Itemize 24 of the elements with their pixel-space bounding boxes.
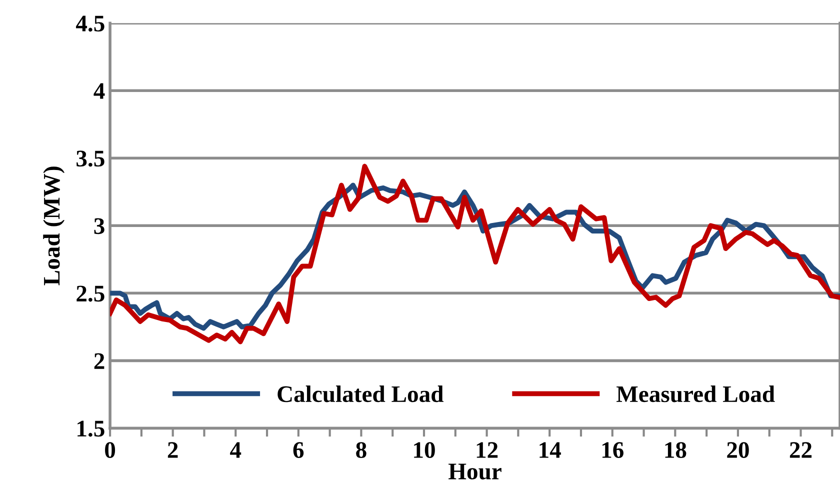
line-series [110, 164, 840, 344]
x-tick-label: 6 [293, 442, 304, 458]
legend-label: Calculated Load [278, 386, 444, 402]
y-tick-label: 1.5 [78, 420, 104, 437]
y-tick-label: 4.5 [76, 16, 104, 32]
x-tick-label: 10 [414, 442, 435, 458]
x-tick-label: 20 [727, 442, 749, 458]
y-tick-label: 3 [94, 218, 104, 234]
y-tick-label: 4 [94, 83, 105, 99]
x-tick-label: 2 [168, 442, 178, 458]
x-tick-label: 18 [665, 442, 686, 458]
legend-label: Measured Load [616, 386, 775, 402]
x-tick-label: 16 [602, 442, 624, 458]
y-tick-label: 2.5 [76, 286, 104, 302]
x-tick-label: 14 [540, 442, 561, 458]
y-tick-label: 3.5 [76, 150, 104, 167]
y-axis-title: Load (MW) [43, 166, 65, 286]
y-tick-label: 2 [94, 353, 104, 369]
x-axis-title: Hour [448, 464, 502, 480]
x-tick-label: 8 [356, 442, 366, 458]
x-tick-label: 12 [476, 442, 498, 458]
x-tick-label: 22 [790, 442, 812, 458]
x-tick-label: 4 [230, 442, 242, 458]
x-tick-label: 0 [105, 442, 116, 458]
